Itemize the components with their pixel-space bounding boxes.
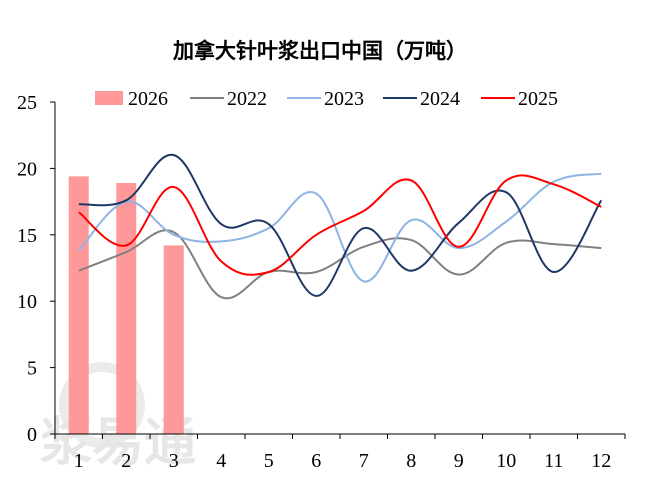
lines: [78, 154, 603, 300]
bar-2026-month-3: [163, 245, 184, 434]
legend-swatch-2026: [95, 91, 123, 105]
y-tick-label: 10: [17, 291, 37, 313]
bar-2026-month-2: [116, 183, 137, 434]
y-tick-label: 5: [27, 358, 37, 380]
line-series-2025: [78, 174, 602, 276]
x-tick-label: 4: [216, 450, 226, 472]
x-tick-label: 7: [359, 450, 369, 472]
x-tick-label: 2: [121, 450, 131, 472]
x-tick-label: 10: [496, 450, 516, 472]
x-tick-label: 6: [311, 450, 321, 472]
legend-label-2026: 2026: [128, 88, 168, 110]
x-tick-label: 3: [169, 450, 179, 472]
y-tick-label: 25: [17, 92, 37, 114]
chart-title: 加拿大针叶浆出口中国（万吨）: [172, 39, 467, 63]
legend-label-2023: 2023: [324, 88, 364, 110]
bar-2026-month-1: [68, 176, 89, 435]
x-tick-label: 9: [454, 450, 464, 472]
legend-label-2022: 2022: [227, 88, 267, 110]
legend: 2026 2022 2023 2024 2025: [95, 88, 558, 110]
bars: [68, 176, 184, 435]
line-series-2024: [78, 154, 603, 297]
y-tick-label: 0: [27, 424, 37, 446]
x-tick-label: 8: [406, 450, 416, 472]
y-tick-label: 20: [17, 158, 37, 180]
x-tick-label: 11: [544, 450, 563, 472]
x-tick-label: 1: [74, 450, 84, 472]
legend-label-2025: 2025: [518, 88, 558, 110]
line-series-2023: [78, 172, 602, 283]
y-tick-label: 15: [17, 225, 37, 247]
legend-label-2024: 2024: [420, 88, 460, 110]
line-series-2022: [78, 229, 602, 300]
x-tick-label: 12: [591, 450, 611, 472]
x-tick-label: 5: [264, 450, 274, 472]
